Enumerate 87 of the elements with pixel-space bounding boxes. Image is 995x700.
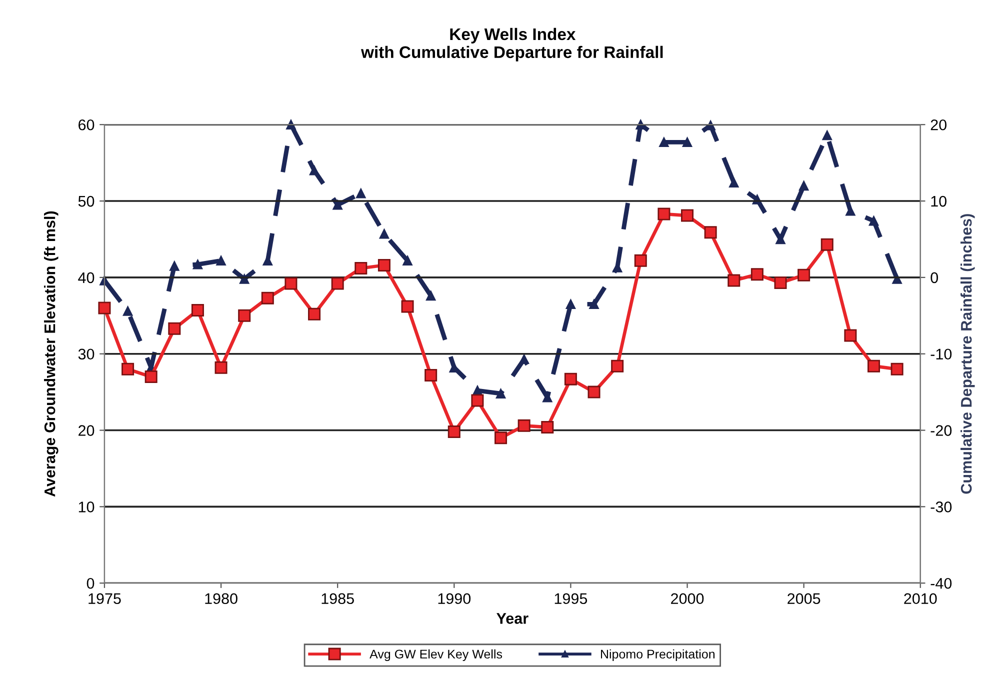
point	[820, 238, 834, 251]
x-tick-label: 2010	[904, 593, 937, 604]
point	[261, 292, 274, 304]
y2-tick-label: 10	[931, 196, 946, 207]
y2-tick-label: -20	[930, 425, 952, 436]
y2-tick-label: -30	[930, 502, 952, 512]
x-tick-label: 2005	[788, 593, 820, 604]
point	[401, 300, 414, 313]
point	[728, 274, 740, 287]
point	[868, 216, 879, 226]
point	[214, 361, 228, 374]
point	[426, 290, 436, 301]
point	[846, 206, 856, 216]
point	[776, 234, 786, 244]
point	[681, 209, 694, 222]
point	[144, 370, 158, 384]
point	[682, 137, 692, 148]
point	[402, 256, 412, 266]
y-tick-label: 40	[78, 272, 94, 284]
point	[892, 274, 902, 284]
point	[518, 419, 530, 432]
y-tick-label: 10	[78, 502, 94, 512]
legend-label: Nipomo Precipitation	[601, 649, 714, 662]
point	[122, 306, 133, 316]
x-tick-label: 1980	[205, 593, 238, 604]
point	[168, 322, 181, 335]
point	[774, 276, 787, 290]
legend-label: Avg GW Elev Key Wells	[370, 649, 502, 662]
y-tick-label: 20	[78, 425, 94, 436]
x-tick-label: 1975	[88, 593, 121, 604]
x-axis-title: Year	[496, 613, 528, 624]
x-tick-label: 1990	[438, 593, 471, 604]
point	[494, 432, 508, 444]
point	[658, 208, 670, 220]
point	[750, 268, 764, 281]
point	[589, 299, 599, 310]
point	[448, 426, 460, 438]
point	[798, 180, 809, 191]
point	[519, 354, 529, 364]
point	[471, 394, 484, 407]
point	[634, 254, 647, 267]
y2-axis-title: Cumulative Departure Rainfall (inches)	[960, 214, 975, 494]
y-axis-title: Average Groundwater Elevation (ft msl)	[44, 211, 58, 497]
y-tick-label: 30	[78, 348, 94, 360]
point	[822, 130, 832, 140]
point	[284, 277, 298, 290]
point	[216, 256, 226, 266]
y2-tick-label: 20	[930, 119, 946, 130]
point	[704, 226, 717, 239]
x-tick-label: 1995	[554, 593, 588, 604]
point	[496, 388, 506, 398]
point	[890, 362, 904, 376]
point	[541, 420, 554, 434]
x-tick-label: 2000	[671, 593, 704, 604]
point	[122, 362, 134, 376]
point	[308, 308, 321, 320]
point	[844, 329, 857, 342]
point	[332, 200, 342, 210]
point	[564, 372, 577, 386]
y2-tick-label: -10	[930, 348, 952, 360]
chart-title: Key Wells Index with Cumulative Departure for Rainfall	[360, 28, 663, 62]
point	[191, 304, 204, 317]
point	[566, 299, 576, 310]
point	[192, 260, 203, 270]
point	[611, 360, 624, 372]
point	[170, 261, 180, 271]
point	[868, 360, 880, 372]
y-tick-label: 50	[78, 196, 94, 207]
point	[356, 188, 366, 198]
point	[239, 274, 250, 284]
x-tick-label: 1985	[322, 593, 354, 604]
point	[354, 262, 368, 275]
point	[238, 309, 251, 322]
y2-tick-label: -40	[930, 578, 952, 589]
y-tick-label: 0	[86, 578, 94, 589]
point	[98, 302, 111, 314]
point	[309, 166, 320, 176]
point	[379, 229, 390, 239]
point	[378, 258, 390, 272]
point	[424, 368, 438, 382]
y2-tick-label: 0	[930, 272, 938, 284]
y-tick-label: 60	[78, 119, 94, 130]
point	[798, 268, 810, 282]
point	[588, 386, 600, 398]
point	[729, 178, 739, 188]
point	[659, 137, 669, 148]
point	[331, 277, 344, 290]
